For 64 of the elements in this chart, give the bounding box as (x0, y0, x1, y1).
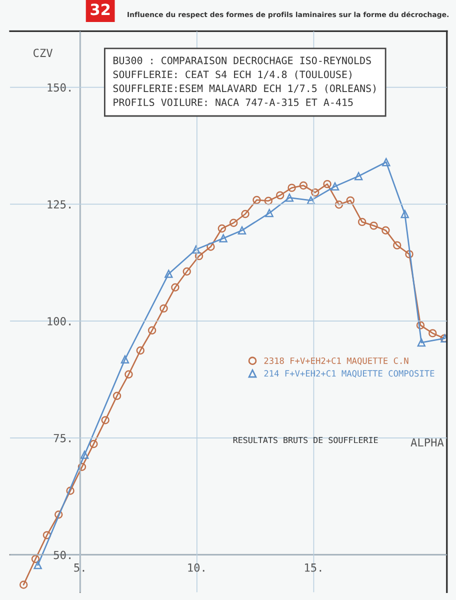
point (42, 531, 52, 540)
x-tick-label: 15. (305, 564, 322, 572)
point (78, 462, 86, 472)
point (136, 346, 144, 355)
point (354, 172, 363, 180)
point (393, 241, 402, 250)
x-axis-title: ALPHA (410, 438, 444, 446)
point (238, 226, 246, 234)
point (285, 194, 294, 202)
point (241, 210, 250, 218)
legend-label: 214 F+V+EH2+C1 MAQUETTE COMPOSITE (264, 370, 434, 378)
y-tick-label: 150. (48, 83, 70, 92)
point (194, 252, 204, 260)
point (405, 250, 414, 258)
y-tick-label: 75. (54, 434, 70, 442)
point (311, 188, 320, 197)
point (330, 182, 340, 191)
point (323, 180, 332, 188)
point (306, 196, 316, 205)
point (400, 210, 409, 218)
point (182, 267, 191, 276)
annotation: BU300 : COMPARAISON DECROCHAGE ISO-REYNOLDS SOUFFLERIE: CEAT S4 ECH 1/4.8 (TOULOUSE) SOUFFLERIE:ESEM MALAVARD ECH 1/7.5 (ORLEANS) PROFILS VOILURE: NACA 747-A-315 ET A-415 (113, 56, 376, 106)
point (90, 440, 98, 448)
point (334, 200, 344, 209)
point (218, 224, 226, 233)
point (382, 158, 390, 166)
point (370, 222, 378, 230)
y-tick-label: 100. (48, 317, 70, 326)
point (265, 208, 274, 218)
point (382, 226, 390, 234)
point (34, 560, 42, 570)
point (299, 181, 308, 190)
point (416, 321, 425, 330)
point (219, 234, 228, 242)
point (276, 191, 284, 200)
y-tick-label: 125. (48, 200, 70, 209)
point (31, 554, 40, 564)
point (171, 283, 180, 292)
point (160, 304, 168, 313)
point (112, 392, 122, 400)
point (66, 486, 74, 495)
point (164, 270, 173, 278)
point (230, 218, 238, 227)
point (358, 218, 366, 226)
point (264, 196, 272, 205)
point (192, 245, 200, 254)
point (148, 326, 156, 334)
annotation: RESULTATS BRUTS DE SOUFFLERIE (233, 436, 378, 444)
x-tick-label: 10. (188, 563, 204, 572)
text: 32 (90, 4, 110, 16)
legend-label: 2318 F+V+EH2+C1 MAQUETTE C.N (264, 357, 408, 365)
point (124, 370, 133, 378)
point (19, 580, 28, 589)
point (101, 416, 110, 424)
point (346, 196, 354, 205)
point (54, 510, 63, 519)
point (252, 196, 261, 204)
point (120, 355, 130, 364)
point (428, 329, 437, 338)
point (417, 338, 426, 347)
point (80, 450, 89, 459)
point (288, 184, 296, 192)
y-axis-title: CZV (34, 48, 53, 58)
point (206, 242, 215, 251)
